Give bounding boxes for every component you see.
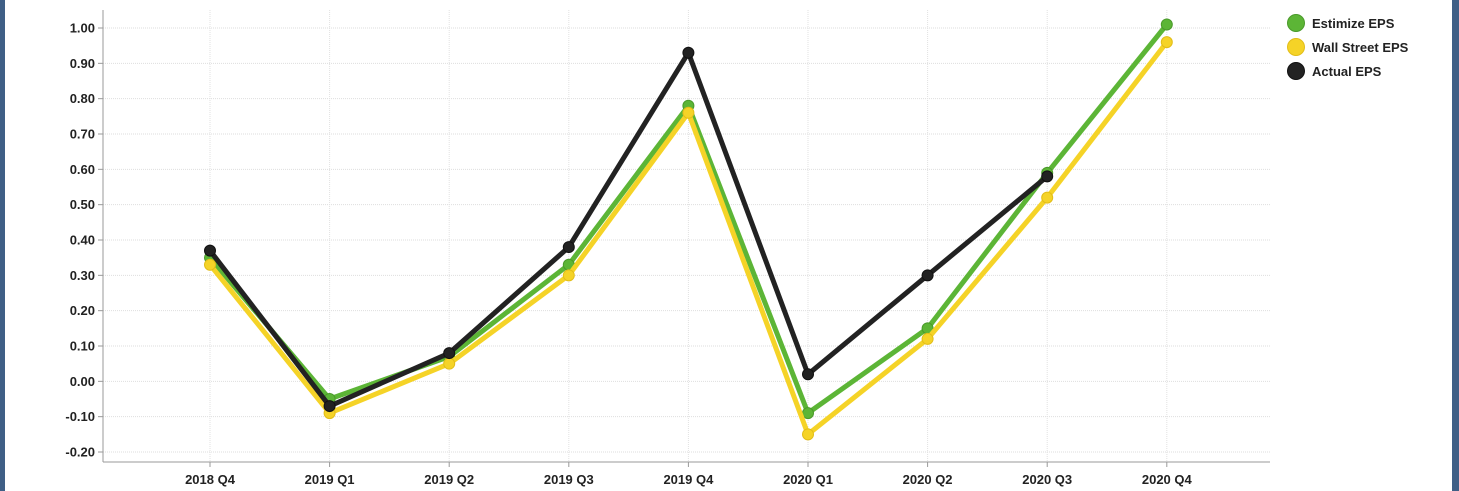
x-tick-label: 2020 Q1 (783, 472, 833, 487)
y-axis-ticks: 1.00 0.90 0.80 0.70 0.60 0.50 0.40 0.30 0.20 0.10… (65, 21, 95, 460)
data-point-actual (204, 244, 216, 257)
legend: Estimize EPS Wall Street EPS Actual EPS (1287, 14, 1409, 80)
x-tick-label: 2019 Q2 (424, 472, 474, 487)
data-point-actual (921, 269, 934, 282)
x-tick-label: 2018 Q4 (185, 472, 236, 487)
y-tick-label: 0.80 (70, 91, 95, 106)
data-point-actual (682, 46, 695, 59)
series-wallstreet (204, 36, 1173, 441)
data-point-wallstreet (921, 332, 934, 345)
data-point-actual (562, 241, 575, 254)
y-tick-label: -0.10 (65, 409, 95, 424)
x-axis-ticks: 2018 Q4 2019 Q1 2019 Q2 2019 Q3 2019 Q4 2020 … (185, 472, 1192, 487)
data-point-wallstreet (562, 269, 575, 282)
y-tick-label: -0.20 (65, 445, 95, 460)
y-tick-label: 0.60 (70, 162, 95, 177)
data-point-actual (443, 347, 456, 360)
legend-marker-actual (1287, 62, 1305, 80)
y-tick-label: 0.70 (70, 127, 95, 142)
data-point-estimize (1160, 18, 1173, 31)
left-frame-border (0, 0, 5, 491)
data-point-wallstreet (204, 258, 216, 271)
x-tick-label: 2020 Q2 (903, 472, 953, 487)
axes (98, 10, 1270, 467)
series-actual (204, 46, 1054, 413)
y-tick-label: 1.00 (70, 21, 95, 36)
x-tick-label: 2019 Q3 (544, 472, 594, 487)
y-tick-label: 0.40 (70, 233, 95, 248)
y-tick-label: 0.20 (70, 303, 95, 318)
data-point-actual (1041, 170, 1054, 183)
legend-marker-estimize (1287, 14, 1305, 32)
right-frame-border (1452, 0, 1459, 491)
x-tick-label: 2020 Q3 (1022, 472, 1072, 487)
legend-label-estimize: Estimize EPS (1312, 16, 1395, 31)
series-layer (204, 18, 1173, 441)
y-tick-label: 0.10 (70, 339, 95, 354)
grid-lines (103, 10, 1270, 462)
data-point-wallstreet (443, 357, 456, 370)
y-tick-label: 0.50 (70, 197, 95, 212)
data-point-wallstreet (682, 106, 695, 119)
data-point-actual (802, 368, 814, 381)
data-point-wallstreet (1041, 191, 1054, 204)
x-tick-label: 2019 Q4 (663, 472, 714, 487)
y-tick-label: 0.90 (70, 56, 95, 71)
legend-label-wallstreet: Wall Street EPS (1312, 40, 1409, 55)
x-tick-label: 2019 Q1 (305, 472, 355, 487)
legend-marker-wallstreet (1287, 38, 1305, 56)
data-point-actual (323, 400, 336, 413)
x-tick-label: 2020 Q4 (1142, 472, 1193, 487)
y-tick-label: 0.30 (70, 268, 95, 283)
y-tick-label: 0.00 (70, 374, 95, 389)
legend-label-actual: Actual EPS (1312, 64, 1382, 79)
series-line-actual (207, 50, 1050, 409)
data-point-wallstreet (802, 428, 814, 441)
data-point-wallstreet (1160, 36, 1173, 49)
